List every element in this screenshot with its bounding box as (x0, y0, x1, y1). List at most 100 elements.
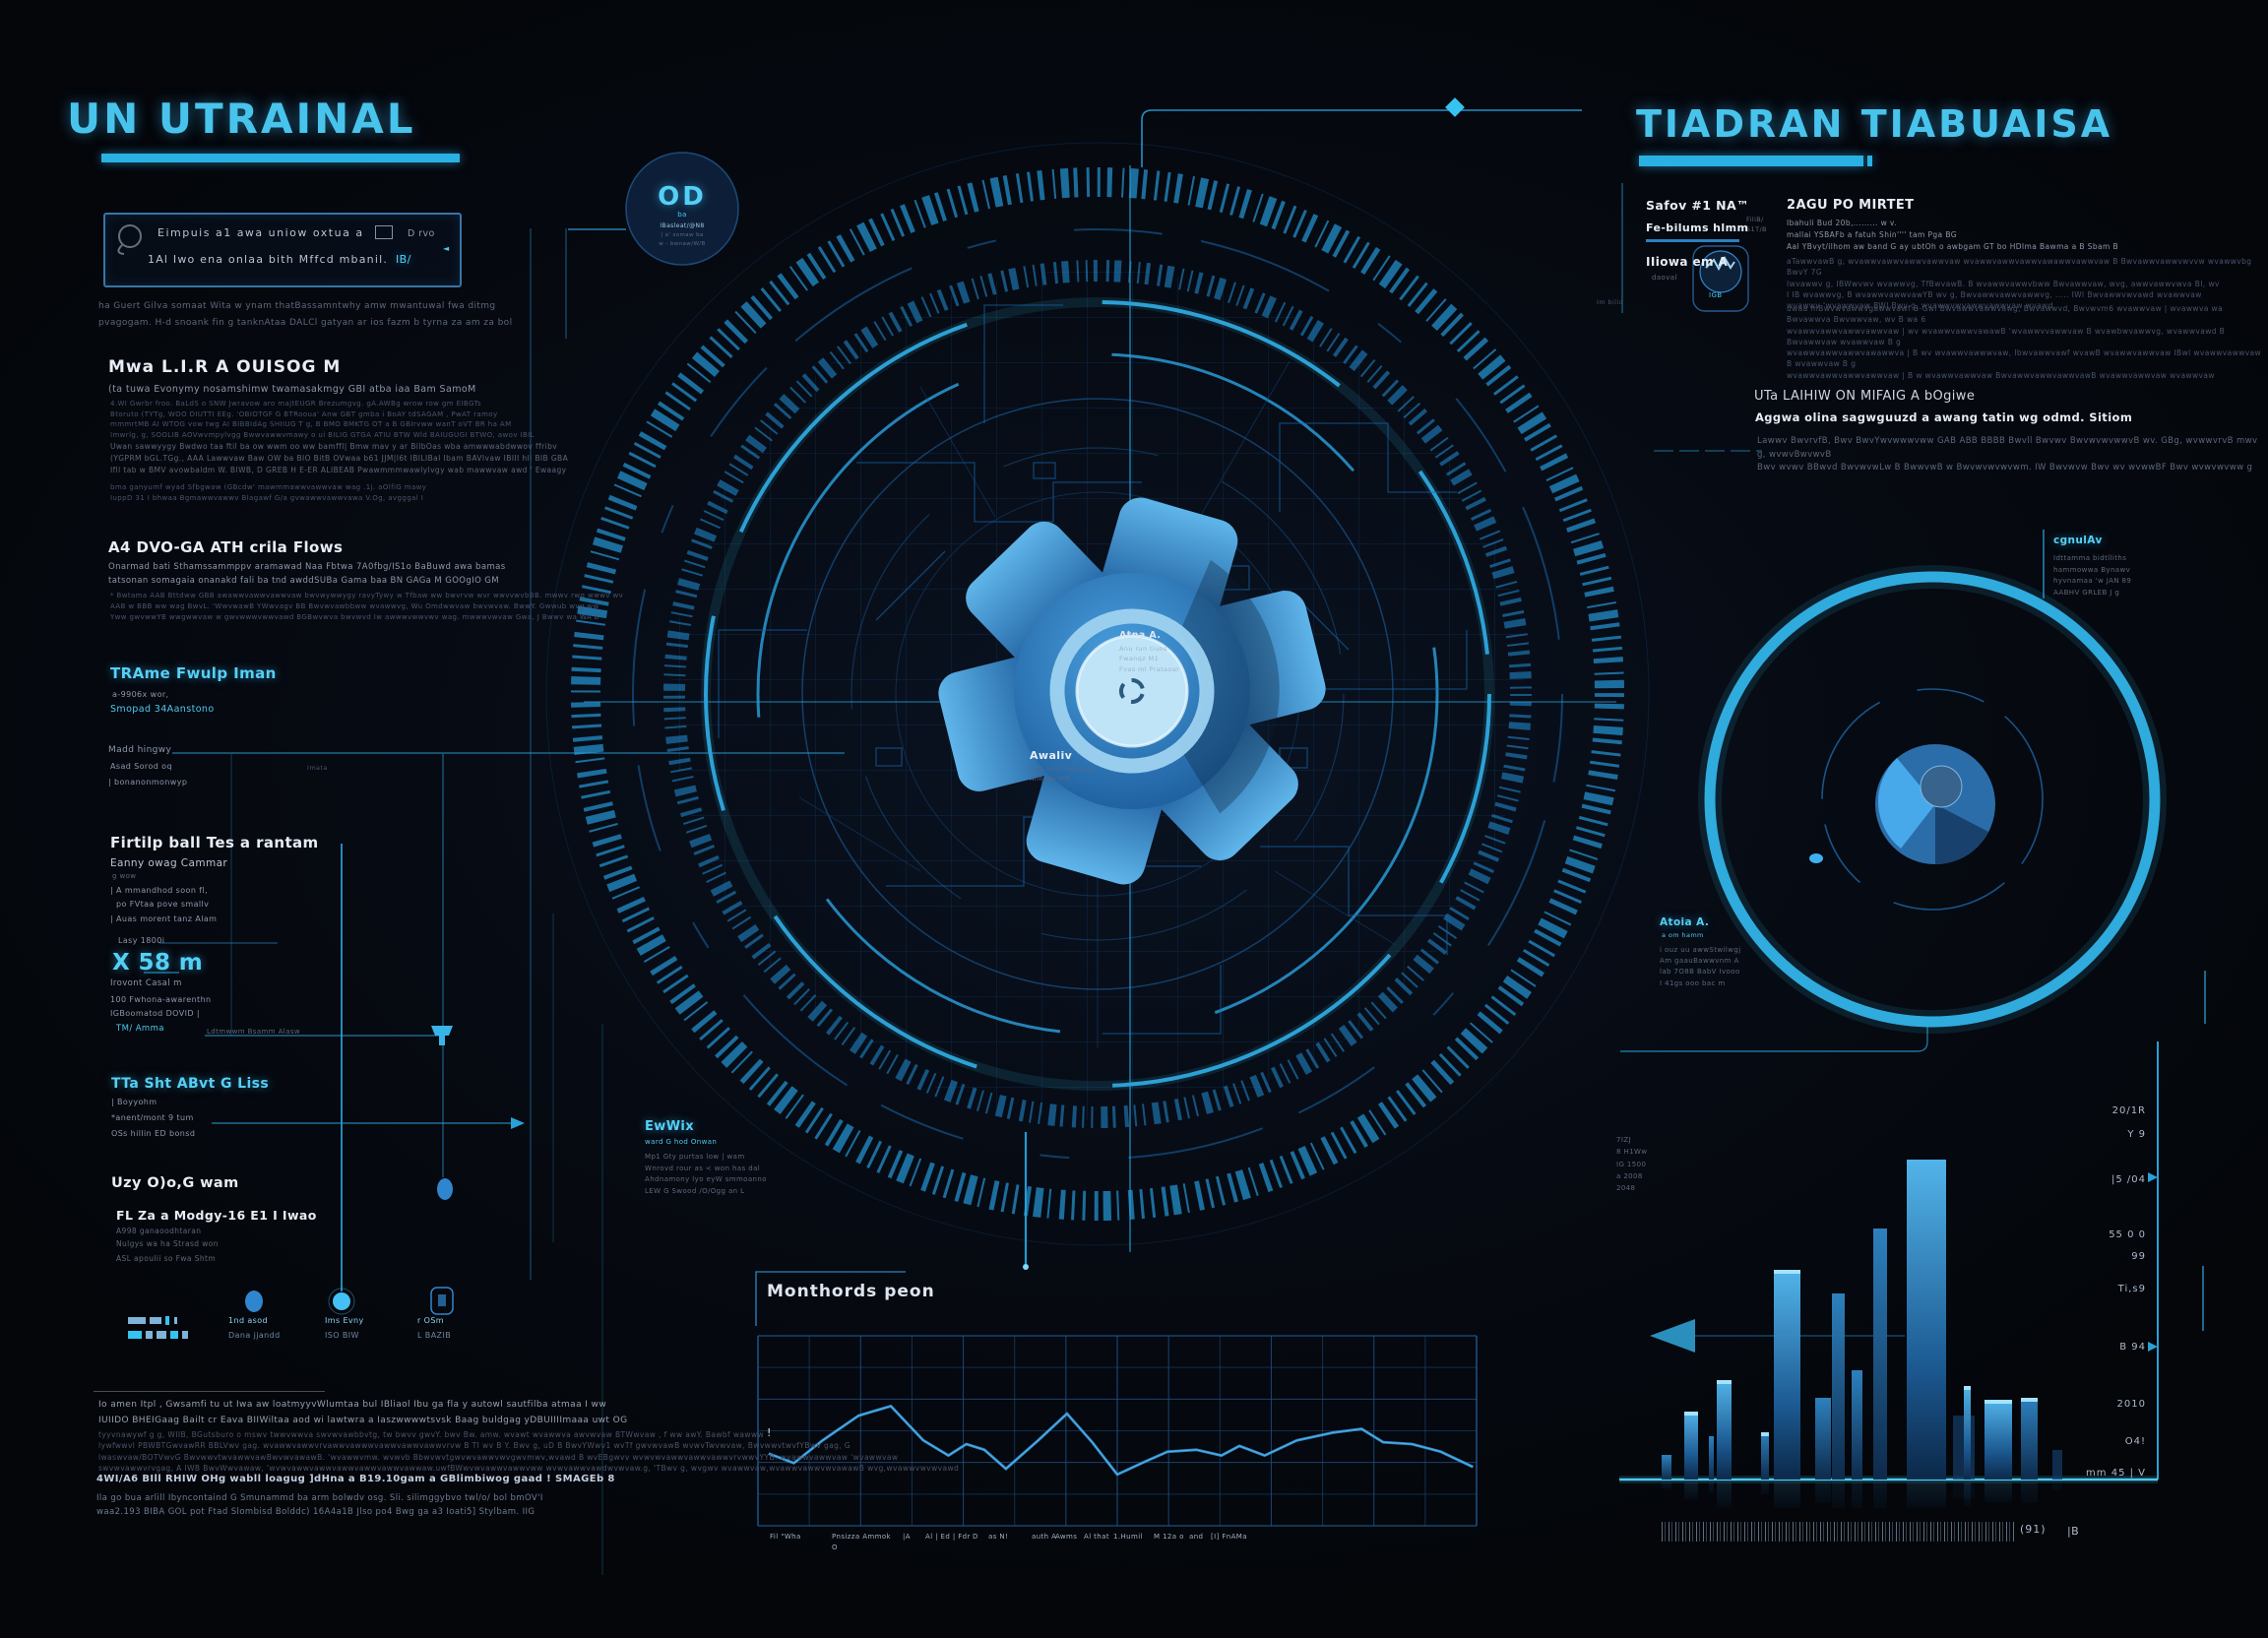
colA-bold-line: Fe-bilums hlmm (1646, 221, 1749, 234)
section7-heading: FL Za a Modgy-16 E1 I Iwao (116, 1208, 317, 1223)
ellipse-marker (437, 1178, 453, 1200)
search-link[interactable]: IB/ (396, 253, 411, 266)
colA-heading: Safov #1 NA™ (1646, 198, 1749, 213)
bar-chart-axis-label: B 94 (2119, 1342, 2146, 1353)
od-badge (625, 152, 739, 266)
section1-paragraph2: Uwan sawwyygy Bwdwo taa ftil ba ow wwm o… (110, 442, 569, 474)
diagram-annotation-2-text: Frys tuol Prenosor Annagy lifB (1030, 765, 1095, 784)
section4-line4: po FVtaa pove smallv (116, 900, 210, 909)
intro-paragraph: ha Guert Gilva somaat Wita w ynam thatBa… (98, 301, 513, 329)
section4-lasy-label: Lasy 1800i (118, 936, 165, 945)
colA-bold-line-2: IIiowa em A (1646, 255, 1729, 269)
diagram-annotation-2-title: Awaliv (1030, 749, 1073, 762)
line-chart-series (768, 1404, 1474, 1477)
legend-item-2-sub: ISO BIW (325, 1331, 359, 1340)
colA-underline (1646, 239, 1739, 242)
od-badge-sub1: ba (677, 211, 687, 219)
od-badge-label: OD (658, 182, 707, 212)
diagram-annotation-3-sub: ward G hod Onwan (645, 1138, 718, 1146)
bar-chart-baseline-label-1: (91) (2020, 1523, 2047, 1536)
bar-chart-axis-label: Y 9 (2127, 1129, 2146, 1140)
pie-slice-bright (1877, 758, 1935, 849)
search-input[interactable] (103, 213, 462, 287)
bar-chart-axis-label: |5 /04 (2110, 1174, 2146, 1185)
bar-chart-left-numbers: 7IZJ 8 H1Ww IG 1500 a 2008 2048 (1616, 1136, 1648, 1192)
section4-line5: | Auas morent tanz Alam (110, 914, 218, 923)
mini-bars-icon (128, 1316, 188, 1339)
line-chart-grid (757, 1335, 1478, 1527)
line-chart-x-label: M 12a o (1154, 1533, 1184, 1541)
colB-line23: mallai YSBAFb a fatuh Shin'''' tam Pga B… (1787, 230, 2119, 251)
section1-subheading: (ta tuwa Evonymy nosamshimw twamasakmgy … (108, 384, 476, 395)
bar-chart-axis-label: O4! (2124, 1436, 2146, 1447)
pie-hub (1920, 765, 1963, 808)
section2-smallprint: * Bwtama AAB Bttdww GBB awawwvawwvawwvaw… (110, 592, 624, 621)
gauge-badge (1692, 245, 1749, 312)
pie-slice-dark (1935, 804, 1988, 864)
section3-line1: a-9906x wor, (112, 690, 169, 699)
right-circle-chart (1698, 565, 2167, 1034)
section1-paragraph3: bma ganyumf wyad Sfbgwaw (GBcdw' mawmmaw… (110, 483, 427, 502)
marker-dots (245, 853, 1823, 1315)
legend-item-1-sub: Dana jjandd (228, 1331, 281, 1340)
colA-cells: FiliB/ 51T/B (1746, 216, 1767, 233)
section2-subheading: Onarmad bati Sthamssammppv aramawad Naa … (108, 562, 506, 586)
section3-heading: TRAme Fwulp Iman (110, 664, 277, 682)
bar-chart-baseline-label-2: |B (2067, 1525, 2080, 1538)
atoia-label: Atoia A. (1660, 916, 1710, 928)
colB-paragraph-1: aTawwvawB g, wvawwvawwvawwvawwvaw wvawwv… (1787, 257, 2252, 310)
line-chart-x-label: auth A (1032, 1533, 1057, 1541)
section4-line7: 100 Fwhona-awarenthn (110, 995, 212, 1004)
trophy-icon (431, 1026, 453, 1045)
line-chart-mark: ! (767, 1426, 772, 1439)
bar-chart-axis-label: 2010 (2116, 1399, 2146, 1410)
title-underline (101, 154, 460, 162)
left-arrow-icon (1650, 1319, 1695, 1353)
legend-item-1-title: 1nd asod (228, 1316, 269, 1325)
section7-line2: Nulgys wa ha Strasd won (116, 1239, 219, 1248)
atoia-sub: a om hamm (1662, 931, 1704, 939)
diagram-annotation-1-title: Atna A. (1119, 630, 1162, 641)
mid-heading: UTa LAIHIW ON MIFAIG A bOgiwe (1754, 389, 1976, 404)
section3-link[interactable]: Smopad 34Aanstono (110, 704, 215, 715)
footer-paragraph-3: Ila go bua arlill Ibyncontaind G Smunamm… (96, 1493, 543, 1518)
line-chart-x-label: and (1189, 1533, 1204, 1541)
bar-chart-axis-label: 99 (2131, 1251, 2146, 1262)
section7-line1: A998 ganaoodhtaran (116, 1227, 202, 1235)
diagram-annotation-1-text: Anu run tiuns Fwanqz M1 Fvas ml Prataoar (1119, 645, 1180, 673)
section4-line3: | A mmandhod soon fl, (110, 886, 209, 895)
line-chart-x-label: [I] FnAMa (1211, 1533, 1247, 1541)
colB-paragraph-2: uwaa mBwvwvawwvgawwvawf B-Gwl Bwvawwvaww… (1787, 304, 2262, 380)
mid-paragraph: Lawwv BwvrvfB, Bwv BwvYwvwwwvww GAB ABB … (1757, 436, 2258, 473)
madd-label: Madd hingwy (108, 745, 172, 755)
search-checkbox[interactable] (375, 225, 393, 239)
bar-chart-axis-label: 55 0 0 (2109, 1229, 2146, 1240)
line-chart-x-label: Al that (1084, 1533, 1109, 1541)
diagram-annotation-3-title: EwWix (645, 1119, 695, 1134)
imata-label: Imata (307, 764, 328, 772)
section4-line1: Eanny owag Cammar (110, 857, 228, 869)
connector-label: Ldtmwwm Bsamm Alasw (207, 1028, 300, 1036)
section2-heading: A4 DVO-GA ATH crila Flows (108, 538, 344, 556)
mid-bold-line: Aggwa olina sagwguuzd a awang tatin wg o… (1755, 410, 2133, 424)
cg-text: Idttamma bidtlliths hammowwa Bynawv hyvn… (2053, 554, 2132, 597)
line-chart-title: Monthords peon (767, 1282, 935, 1301)
od-badge-sub4: w - bwnaw/W/B (659, 241, 706, 247)
footer-bright-line: 4WI/A6 BIll RHIW OHg wabll loagug ]dHna … (96, 1474, 615, 1484)
gear-icon (938, 497, 1326, 885)
section1-heading: Mwa L.I.R A OUISOG M (108, 357, 342, 377)
bar-chart-axis-label: Ti,s9 (2117, 1284, 2146, 1294)
bar-chart-axis-label: 20/1R (2111, 1105, 2146, 1116)
footer-rule (94, 1391, 325, 1392)
colA-side-label: Im bilid (1597, 298, 1624, 306)
footer-paragraph-1: Io amen Itpl , Gwsamfi tu ut Iwa aw loat… (98, 1400, 628, 1425)
line-chart-x-label: Al | Ed | Fdr (925, 1533, 971, 1541)
search-query-text-2: 1Al Iwo ena onlaa bith Mffcd mbanil. (148, 253, 389, 266)
legend-item-3-title: r OSm (417, 1316, 444, 1325)
colA-small: daoval (1652, 274, 1677, 282)
footer-paragraph-2: tyyvnawywf g g, WIIB, BGutsburo o mswv t… (98, 1430, 960, 1473)
legend-item-3-sub: L BAZIB (417, 1331, 452, 1340)
right-title: TIADRAN TIABUAISA (1636, 102, 2113, 146)
line-chart-x-label: 1.Humil (1113, 1533, 1143, 1541)
